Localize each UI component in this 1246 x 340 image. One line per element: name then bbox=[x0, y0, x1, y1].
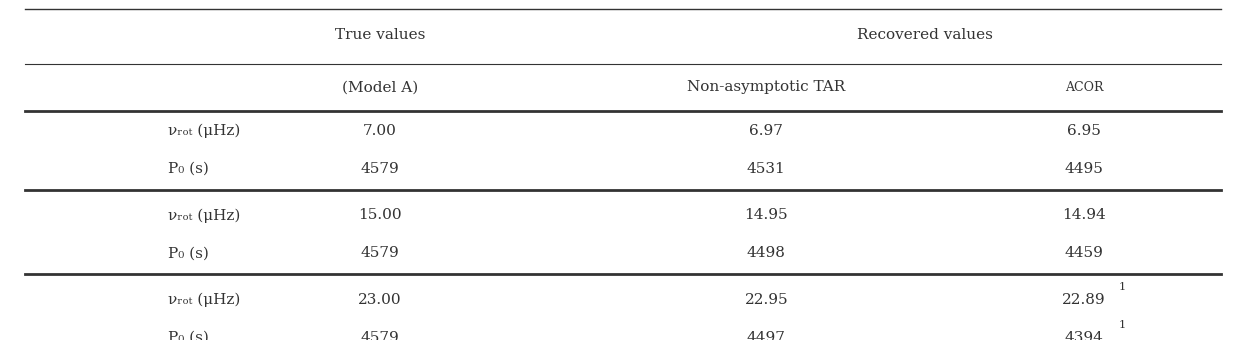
Text: Recovered values: Recovered values bbox=[857, 28, 993, 42]
Text: (Model A): (Model A) bbox=[341, 80, 419, 94]
Text: 4579: 4579 bbox=[360, 246, 400, 260]
Text: 7.00: 7.00 bbox=[363, 124, 397, 138]
Text: 4579: 4579 bbox=[360, 162, 400, 176]
Text: ACOR: ACOR bbox=[1065, 81, 1103, 94]
Text: 1: 1 bbox=[1119, 282, 1126, 292]
Text: True values: True values bbox=[335, 28, 425, 42]
Text: νᵣₒₜ (μHz): νᵣₒₜ (μHz) bbox=[168, 124, 240, 138]
Text: 22.89: 22.89 bbox=[1062, 293, 1106, 307]
Text: P₀ (s): P₀ (s) bbox=[168, 331, 209, 340]
Text: 4531: 4531 bbox=[746, 162, 786, 176]
Text: 14.94: 14.94 bbox=[1062, 208, 1106, 222]
Text: 4394: 4394 bbox=[1064, 331, 1104, 340]
Text: 6.97: 6.97 bbox=[749, 124, 784, 138]
Text: 23.00: 23.00 bbox=[358, 293, 402, 307]
Text: 22.95: 22.95 bbox=[744, 293, 789, 307]
Text: νᵣₒₜ (μHz): νᵣₒₜ (μHz) bbox=[168, 293, 240, 307]
Text: 4495: 4495 bbox=[1064, 162, 1104, 176]
Text: 15.00: 15.00 bbox=[358, 208, 402, 222]
Text: 14.95: 14.95 bbox=[744, 208, 789, 222]
Text: 4498: 4498 bbox=[746, 246, 786, 260]
Text: 4459: 4459 bbox=[1064, 246, 1104, 260]
Text: Non-asymptotic TAR: Non-asymptotic TAR bbox=[687, 80, 846, 94]
Text: 1: 1 bbox=[1119, 320, 1126, 329]
Text: P₀ (s): P₀ (s) bbox=[168, 162, 209, 176]
Text: 6.95: 6.95 bbox=[1067, 124, 1101, 138]
Text: P₀ (s): P₀ (s) bbox=[168, 246, 209, 260]
Text: νᵣₒₜ (μHz): νᵣₒₜ (μHz) bbox=[168, 208, 240, 223]
Text: 4579: 4579 bbox=[360, 331, 400, 340]
Text: 4497: 4497 bbox=[746, 331, 786, 340]
